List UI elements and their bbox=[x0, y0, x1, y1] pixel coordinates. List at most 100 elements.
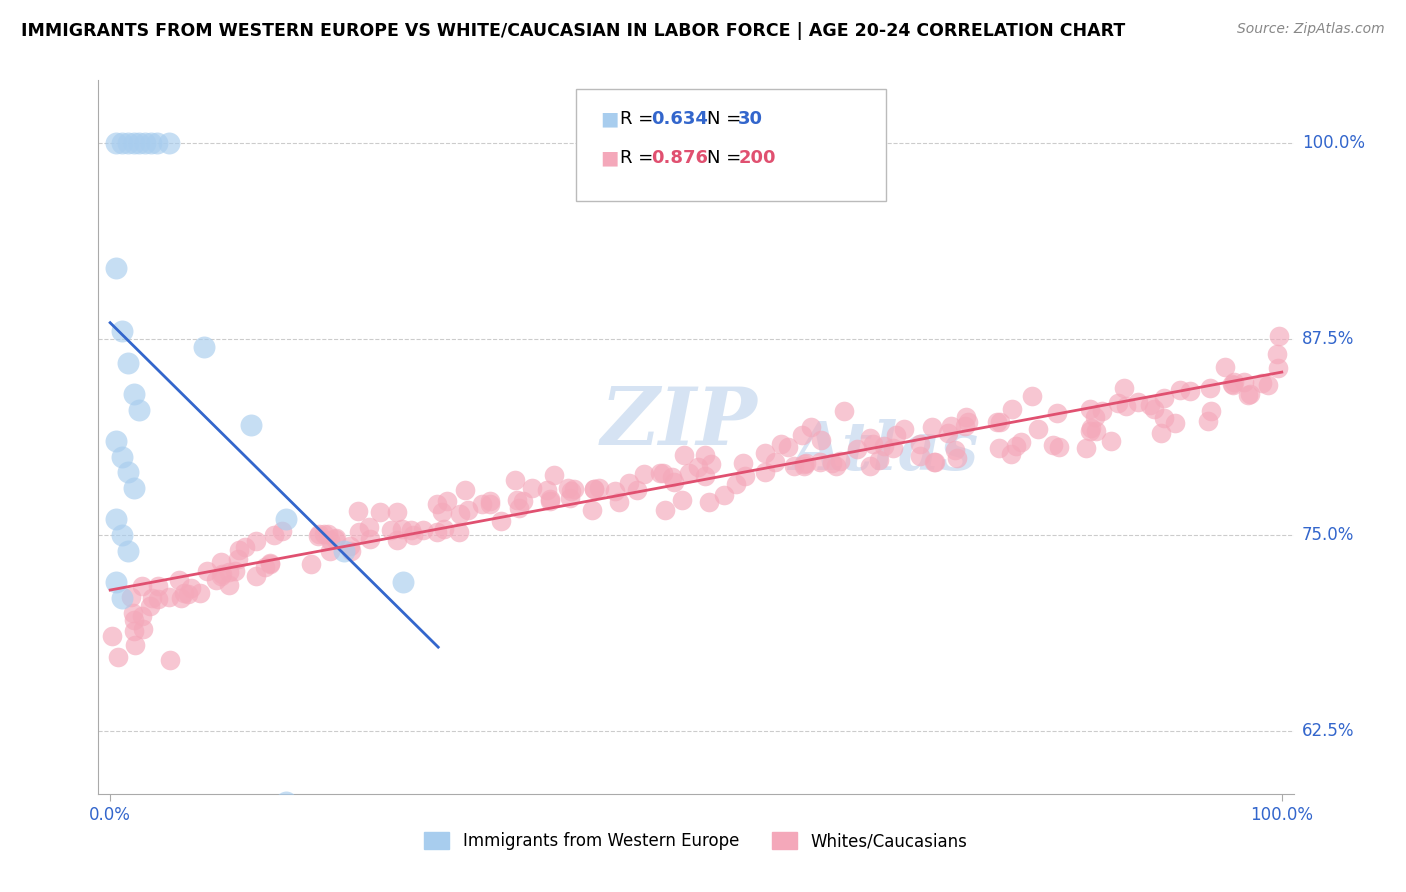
Point bbox=[924, 455, 946, 469]
Point bbox=[607, 495, 630, 509]
Point bbox=[426, 524, 449, 539]
Point bbox=[1178, 384, 1201, 399]
Point bbox=[134, 136, 156, 150]
Legend: Immigrants from Western Europe, Whites/Caucasians: Immigrants from Western Europe, Whites/C… bbox=[418, 825, 974, 857]
Point bbox=[111, 324, 134, 338]
Point bbox=[724, 477, 747, 491]
Point bbox=[520, 481, 543, 495]
Point bbox=[131, 608, 153, 623]
Point bbox=[733, 456, 755, 470]
Point bbox=[686, 459, 709, 474]
Point bbox=[503, 473, 526, 487]
Point bbox=[988, 415, 1011, 429]
Point bbox=[1232, 376, 1254, 390]
Point bbox=[308, 527, 330, 541]
Point bbox=[1042, 438, 1064, 452]
Point bbox=[790, 428, 813, 442]
Point bbox=[105, 434, 128, 448]
Point bbox=[170, 591, 193, 606]
Point bbox=[385, 533, 408, 548]
Point bbox=[560, 483, 582, 498]
Point bbox=[1168, 383, 1191, 397]
Point bbox=[141, 591, 163, 605]
Point bbox=[218, 565, 240, 579]
Point bbox=[402, 528, 425, 542]
Point bbox=[339, 539, 361, 553]
Point bbox=[197, 564, 219, 578]
Point bbox=[697, 495, 720, 509]
Point bbox=[1076, 441, 1098, 455]
Point bbox=[122, 136, 145, 150]
Point bbox=[122, 624, 145, 639]
Text: ZIP: ZIP bbox=[600, 384, 758, 461]
Point bbox=[1000, 447, 1022, 461]
Point bbox=[193, 340, 215, 354]
Point bbox=[180, 581, 202, 595]
Point bbox=[245, 534, 267, 549]
Point bbox=[536, 483, 558, 497]
Point bbox=[793, 458, 815, 473]
Point bbox=[111, 450, 134, 464]
Point bbox=[385, 506, 408, 520]
Point bbox=[449, 508, 471, 522]
Point bbox=[734, 468, 756, 483]
Point bbox=[1021, 389, 1043, 403]
Text: 75.0%: 75.0% bbox=[1302, 526, 1354, 544]
Point bbox=[661, 470, 683, 484]
Point bbox=[312, 526, 335, 541]
Point bbox=[1223, 376, 1246, 390]
Point bbox=[1107, 396, 1129, 410]
Point bbox=[141, 136, 163, 150]
Point bbox=[1115, 400, 1137, 414]
Point bbox=[146, 579, 169, 593]
Text: R =: R = bbox=[620, 149, 659, 167]
Point bbox=[209, 569, 232, 583]
Point bbox=[754, 446, 776, 460]
Point bbox=[695, 448, 717, 462]
Point bbox=[433, 522, 456, 536]
Point bbox=[357, 520, 380, 534]
Point bbox=[538, 491, 561, 506]
Point bbox=[146, 591, 169, 606]
Point bbox=[695, 468, 717, 483]
Point bbox=[986, 415, 1008, 429]
Point bbox=[828, 454, 851, 468]
Point bbox=[955, 410, 977, 425]
Point bbox=[239, 418, 262, 433]
Text: 0.634: 0.634 bbox=[651, 110, 707, 128]
Point bbox=[956, 415, 979, 429]
Point bbox=[882, 442, 904, 456]
Point bbox=[107, 649, 129, 664]
Text: R =: R = bbox=[620, 110, 659, 128]
Point bbox=[436, 493, 458, 508]
Point bbox=[121, 606, 143, 620]
Point bbox=[1078, 424, 1101, 438]
Text: ■: ■ bbox=[600, 109, 619, 128]
Point bbox=[543, 467, 565, 482]
Point bbox=[188, 586, 211, 600]
Point bbox=[105, 512, 128, 526]
Point bbox=[1164, 416, 1187, 430]
Text: 87.5%: 87.5% bbox=[1302, 330, 1354, 348]
Point bbox=[1265, 346, 1288, 360]
Point bbox=[1153, 410, 1175, 425]
Point bbox=[953, 419, 976, 434]
Point bbox=[122, 387, 145, 401]
Point bbox=[506, 492, 529, 507]
Point bbox=[582, 482, 605, 496]
Point bbox=[763, 455, 786, 469]
Point bbox=[1078, 401, 1101, 416]
Point bbox=[1139, 399, 1161, 413]
Point bbox=[204, 573, 226, 587]
Point bbox=[808, 455, 831, 469]
Point bbox=[824, 458, 846, 473]
Point bbox=[778, 440, 800, 454]
Text: 62.5%: 62.5% bbox=[1302, 723, 1354, 740]
Point bbox=[603, 483, 626, 498]
Point bbox=[713, 488, 735, 502]
Point bbox=[617, 475, 640, 490]
Point bbox=[307, 529, 329, 543]
Point bbox=[316, 527, 339, 541]
Point bbox=[910, 436, 932, 450]
Point bbox=[1251, 376, 1274, 390]
